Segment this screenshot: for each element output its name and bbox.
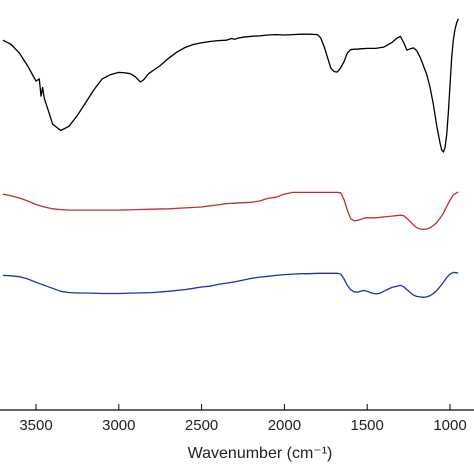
x-tick-label: 2000 (268, 417, 301, 434)
plot-frame (0, 409, 474, 411)
spectrum-line-2 (2, 191, 459, 231)
spectrum-line-1 (2, 18, 459, 153)
spectrum-line-3 (2, 271, 459, 298)
x-tick-label: 3000 (102, 417, 135, 434)
series-layer (2, 18, 459, 298)
x-tick-label: 1000 (433, 417, 466, 434)
x-tick-label: 3500 (19, 417, 52, 434)
x-tick-label: 1500 (351, 417, 384, 434)
x-axis-ticks: 3500 3000 2500 2000 1500 1000 (19, 404, 467, 434)
x-tick-label: 2500 (185, 417, 218, 434)
x-axis-label: Wavenumber (cm⁻¹) (188, 445, 333, 462)
